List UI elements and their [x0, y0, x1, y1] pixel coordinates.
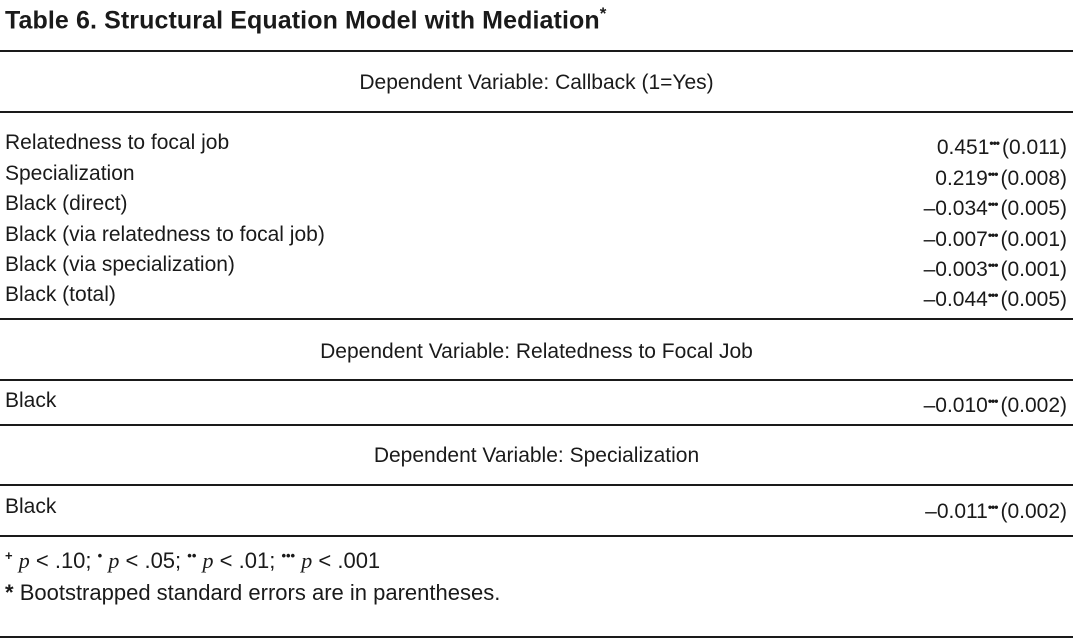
table-row: Black (direct) –0.034••• (0.005) [0, 189, 1073, 220]
table-bottom-rule [0, 535, 1073, 537]
row-label: Black (direct) [5, 192, 128, 215]
std-error: (0.008) [1000, 167, 1067, 190]
table-row: Black (via specialization) –0.003••• (0.0… [0, 250, 1073, 281]
p-symbol: p [202, 548, 214, 573]
section-divider [0, 318, 1073, 320]
std-error: (0.005) [1000, 197, 1067, 220]
table-row: Black (total) –0.044••• (0.005) [0, 280, 1073, 311]
row-label: Black (via relatedness to focal job) [5, 223, 325, 246]
sig-mark: •• [187, 548, 197, 563]
less-than: < [219, 548, 233, 573]
p-symbol: p [108, 548, 120, 573]
sig-stars: ••• [987, 500, 999, 514]
std-error: (0.002) [1000, 394, 1067, 417]
p-symbol: p [301, 548, 313, 573]
table-row: Black –0.010••• (0.002) [0, 386, 1073, 417]
row-label: Black [5, 389, 57, 412]
coef: –0.003 [923, 258, 988, 281]
section-heading-relatedness: Dependent Variable: Relatedness to Focal… [320, 340, 753, 363]
table-row: Black (via relatedness to focal job) –0.… [0, 220, 1073, 251]
top-rule [0, 50, 1073, 52]
sig-stars: ••• [987, 228, 999, 242]
std-error: (0.001) [1000, 258, 1067, 281]
row-value: –0.034••• (0.005) [924, 189, 1067, 224]
section-heading-callback: Dependent Variable: Callback (1=Yes) [359, 71, 714, 94]
table-title: Table 6. Structural Equation Model with … [5, 4, 606, 35]
sig-stars: ••• [987, 197, 999, 211]
std-error: (0.011) [1002, 136, 1067, 159]
bootstrap-footnote: * Bootstrapped standard errors are in pa… [5, 580, 500, 606]
coef: –0.011 [925, 500, 988, 523]
sig-stars: ••• [989, 136, 1000, 150]
table-row: Relatedness to focal job 0.451••• (0.011) [0, 128, 1073, 159]
sig-mark: ••• [281, 548, 296, 563]
coef: –0.007 [923, 228, 988, 251]
sig-stars: ••• [987, 394, 999, 408]
section-rule-relatedness [0, 379, 1073, 381]
footnote-text: Bootstrapped standard errors are in pare… [19, 580, 501, 605]
sig-mark: + [5, 548, 13, 563]
row-label: Black [5, 495, 57, 518]
footer-rule [0, 636, 1073, 638]
sig-stars: ••• [987, 258, 999, 272]
row-value: 0.451••• (0.011) [937, 128, 1067, 163]
table-row: Specialization 0.219••• (0.008) [0, 159, 1073, 190]
section-heading-specialization: Dependent Variable: Specialization [373, 444, 700, 467]
coef: –0.044 [923, 288, 988, 311]
coef: 0.451 [936, 136, 990, 159]
sig-stars: ••• [987, 167, 999, 181]
section-divider [0, 424, 1073, 426]
sig-mark: • [97, 548, 103, 563]
row-value: –0.010••• (0.002) [924, 386, 1067, 421]
coef: –0.010 [923, 394, 988, 417]
p-threshold: .001 [337, 548, 381, 573]
row-value: –0.003••• (0.001) [924, 250, 1067, 285]
less-than: < [125, 548, 139, 573]
row-label: Relatedness to focal job [5, 131, 230, 154]
table-title-text: Table 6. Structural Equation Model with … [5, 6, 600, 35]
footnote-mark: * [5, 580, 14, 605]
title-footnote-mark: * [599, 4, 607, 23]
section-rule-callback [0, 111, 1073, 113]
row-value: –0.007••• (0.001) [924, 220, 1067, 255]
coef: –0.034 [923, 197, 988, 220]
less-than: < [35, 548, 49, 573]
std-error: (0.005) [1000, 288, 1067, 311]
p-threshold: .01; [238, 548, 276, 573]
sig-stars: ••• [987, 288, 999, 302]
coef: 0.219 [935, 167, 988, 190]
std-error: (0.002) [1000, 500, 1067, 523]
std-error: (0.001) [1000, 228, 1067, 251]
row-value: –0.011••• (0.002) [925, 492, 1067, 527]
p-symbol: p [18, 548, 30, 573]
significance-note: + p < .10; • p < .05; •• p < .01; ••• p … [5, 548, 380, 574]
row-value: –0.044••• (0.005) [924, 280, 1067, 315]
section-rule-specialization [0, 484, 1073, 486]
row-label: Black (total) [5, 283, 116, 306]
table-row: Black –0.011••• (0.002) [0, 492, 1073, 523]
row-value: 0.219••• (0.008) [935, 159, 1067, 194]
p-threshold: .10; [54, 548, 92, 573]
less-than: < [318, 548, 332, 573]
row-label: Specialization [5, 162, 135, 185]
row-label: Black (via specialization) [5, 253, 235, 276]
p-threshold: .05; [144, 548, 182, 573]
